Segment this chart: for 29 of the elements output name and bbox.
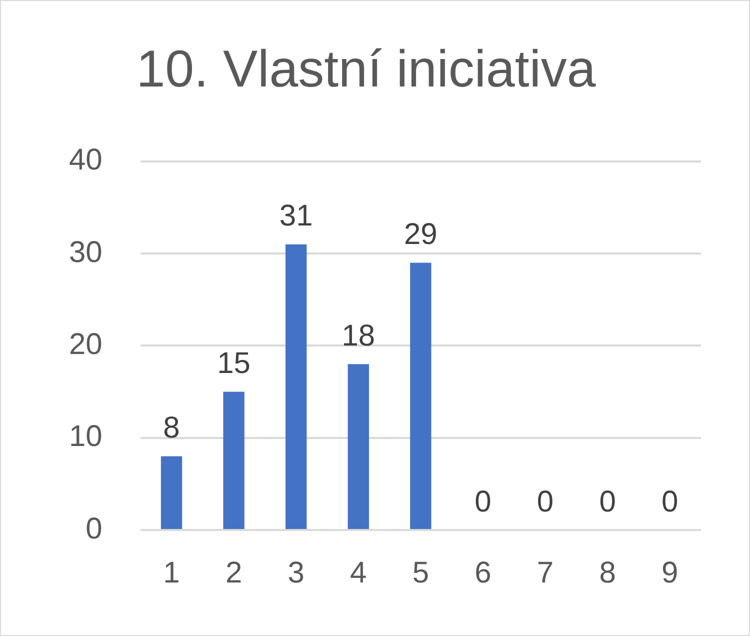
chart-title: 10. Vlastní iniciativa (136, 40, 596, 99)
data-label: 8 (163, 412, 180, 445)
y-tick-label: 20 (68, 328, 102, 361)
x-tick-label: 4 (350, 556, 367, 590)
bar (160, 456, 182, 529)
x-tick-label: 2 (225, 556, 242, 590)
data-label: 0 (474, 485, 492, 518)
x-tick-label: 7 (536, 556, 554, 590)
bar (223, 392, 244, 529)
data-label: 0 (662, 485, 678, 518)
x-tick-label: 9 (662, 556, 678, 590)
x-tick-label: 3 (288, 556, 304, 590)
y-tick-label: 40 (68, 144, 102, 177)
y-tick-label: 0 (86, 512, 102, 546)
data-label: 15 (217, 347, 250, 380)
x-tick-label: 6 (474, 556, 492, 590)
data-label: 0 (536, 485, 554, 518)
bar (348, 364, 369, 529)
x-tick-label: 5 (412, 556, 430, 590)
data-label: 18 (342, 319, 376, 352)
data-label: 0 (599, 485, 616, 518)
x-tick-label: 1 (163, 556, 180, 590)
bar (410, 262, 432, 529)
bar (286, 244, 307, 529)
data-label: 31 (279, 200, 313, 233)
y-tick-label: 30 (68, 236, 102, 269)
y-tick-label: 10 (68, 420, 102, 454)
x-tick-label: 8 (599, 556, 616, 590)
data-label: 29 (404, 218, 438, 252)
